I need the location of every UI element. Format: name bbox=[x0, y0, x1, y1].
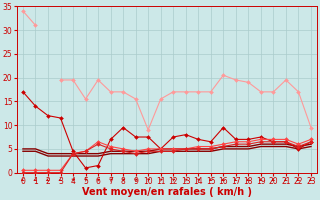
X-axis label: Vent moyen/en rafales ( km/h ): Vent moyen/en rafales ( km/h ) bbox=[82, 187, 252, 197]
